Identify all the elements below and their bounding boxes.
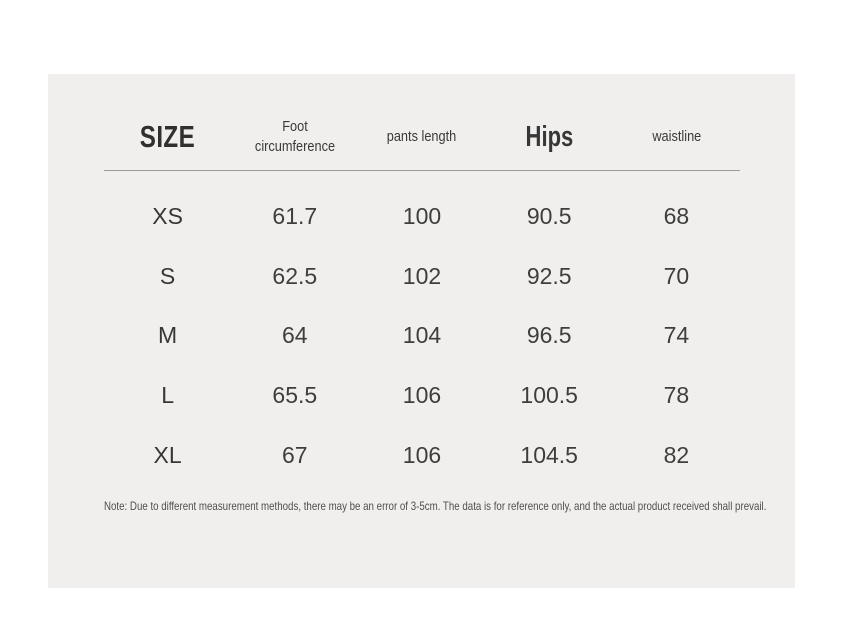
- table-cell: 67: [281, 441, 308, 468]
- table-cell: 104: [402, 322, 442, 349]
- table-cell: 106: [402, 441, 442, 468]
- table-cell: 62.5: [272, 262, 318, 289]
- table-row-s: S 62.5 102 92.5 70: [104, 247, 740, 307]
- table-header-row: SIZE Foot circumference pants length Hip…: [104, 74, 740, 171]
- column-header-foot-circumference: Foot circumference: [231, 117, 358, 158]
- table-cell: 104.5: [520, 441, 578, 468]
- table-cell: 102: [402, 262, 442, 289]
- column-header-foot-circumference-label: Foot circumference: [254, 118, 335, 155]
- table-cell: 68: [663, 203, 690, 230]
- row-label-xs: XS: [152, 203, 183, 230]
- table-row-xs: XS 61.7 100 90.5 68: [104, 187, 740, 247]
- row-label-s: S: [159, 262, 176, 289]
- column-header-pants-length: pants length: [358, 127, 485, 147]
- column-header-pants-length-label: pants length: [387, 128, 457, 145]
- table-cell: 64: [281, 322, 308, 349]
- column-header-hips: Hips: [486, 121, 613, 154]
- table-row-l: L 65.5 106 100.5 78: [104, 366, 740, 426]
- table-cell: 70: [663, 262, 690, 289]
- table-cell: 96.5: [526, 322, 572, 349]
- column-header-size: SIZE: [104, 119, 231, 155]
- table-cell: 78: [663, 382, 690, 409]
- measurement-disclaimer-note: Note: Due to different measurement metho…: [104, 498, 767, 513]
- table-cell: 100: [402, 203, 442, 230]
- row-label-xl: XL: [153, 441, 182, 468]
- table-cell: 106: [402, 382, 442, 409]
- column-header-size-label: SIZE: [139, 119, 196, 154]
- column-header-waistline-label: waistline: [651, 128, 701, 145]
- table-cell: 100.5: [520, 382, 578, 409]
- table-cell: 92.5: [526, 262, 572, 289]
- table-cell: 90.5: [526, 203, 572, 230]
- column-header-waistline: waistline: [613, 127, 740, 147]
- size-table: SIZE Foot circumference pants length Hip…: [104, 74, 767, 513]
- row-label-m: M: [158, 322, 178, 349]
- table-row-m: M 64 104 96.5 74: [104, 306, 740, 366]
- size-chart-card: SIZE Foot circumference pants length Hip…: [48, 74, 795, 588]
- table-cell: 74: [663, 322, 690, 349]
- table-body: XS 61.7 100 90.5 68 S 62.5 102 92.5 70 M…: [104, 187, 740, 485]
- table-cell: 65.5: [272, 382, 318, 409]
- row-label-l: L: [161, 382, 174, 409]
- table-cell: 61.7: [272, 203, 318, 230]
- table-cell: 82: [663, 441, 690, 468]
- column-header-hips-label: Hips: [525, 120, 574, 153]
- table-row-xl: XL 67 106 104.5 82: [104, 425, 740, 485]
